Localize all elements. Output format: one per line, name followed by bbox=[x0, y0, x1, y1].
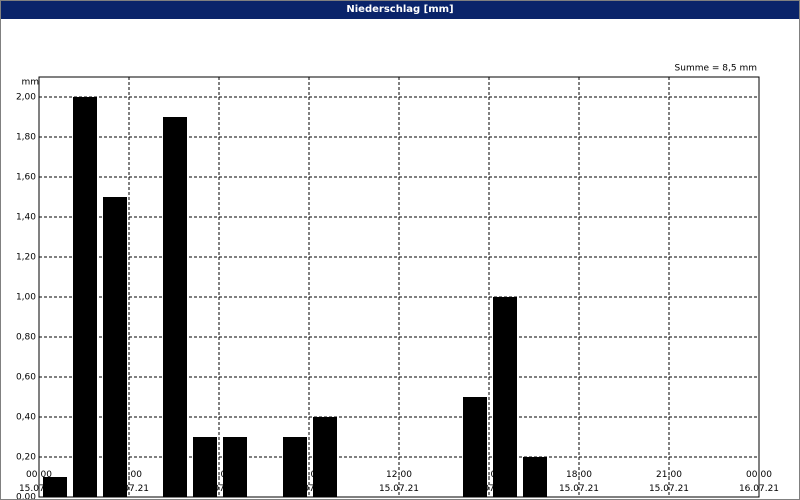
y-tick-label: 1,40 bbox=[16, 213, 36, 223]
bar bbox=[463, 397, 487, 497]
x-tick-label: 21:00 15.07.21 bbox=[648, 470, 690, 494]
y-tick-label: 1,00 bbox=[16, 293, 36, 303]
bar bbox=[223, 437, 247, 497]
x-tick-label: 12:00 15.07.21 bbox=[378, 470, 420, 494]
bar bbox=[103, 197, 127, 497]
annotation: Summe = 8,5 mm bbox=[675, 64, 757, 74]
y-tick-label: 1,20 bbox=[16, 253, 36, 263]
x-tick-label: 15:00 15.07.21 bbox=[468, 470, 510, 494]
chart: mm Summe = 8,5 mm 0,00 0,20 0,40 0,60 0,80 1,… bbox=[16, 64, 760, 500]
y-tick-label: 0,80 bbox=[16, 333, 36, 343]
x-tick-label: 00:00 15.07.21 bbox=[18, 470, 60, 494]
y-tick-label: 0,00 bbox=[16, 493, 36, 500]
y-tick-label: 0,20 bbox=[16, 453, 36, 463]
y-tick-label: 1,80 bbox=[16, 133, 36, 143]
bar bbox=[43, 477, 67, 497]
bar bbox=[313, 417, 337, 497]
bar bbox=[163, 117, 187, 497]
y-tick-label: 1,60 bbox=[16, 173, 36, 183]
x-tick-label: 09:00 15.07.21 bbox=[288, 470, 330, 494]
x-tick-label: 06:00 15.07.21 bbox=[198, 470, 240, 494]
bar bbox=[73, 97, 97, 497]
bar bbox=[283, 437, 307, 497]
bar bbox=[493, 297, 517, 497]
x-tick-label: 00:00 16.07.21 bbox=[738, 470, 780, 494]
y-tick-label: 0,60 bbox=[16, 373, 36, 383]
y-tick-label: 0,40 bbox=[16, 413, 36, 423]
x-tick-label: 18:00 15.07.21 bbox=[558, 470, 600, 494]
bar bbox=[523, 457, 547, 497]
bar bbox=[193, 437, 217, 497]
title-bar: Niederschlag [mm] bbox=[1, 1, 799, 19]
y-tick-label: 2,00 bbox=[16, 93, 36, 103]
y-unit: mm bbox=[21, 78, 39, 88]
x-tick-label: 03:00 15.07.21 bbox=[108, 470, 150, 494]
